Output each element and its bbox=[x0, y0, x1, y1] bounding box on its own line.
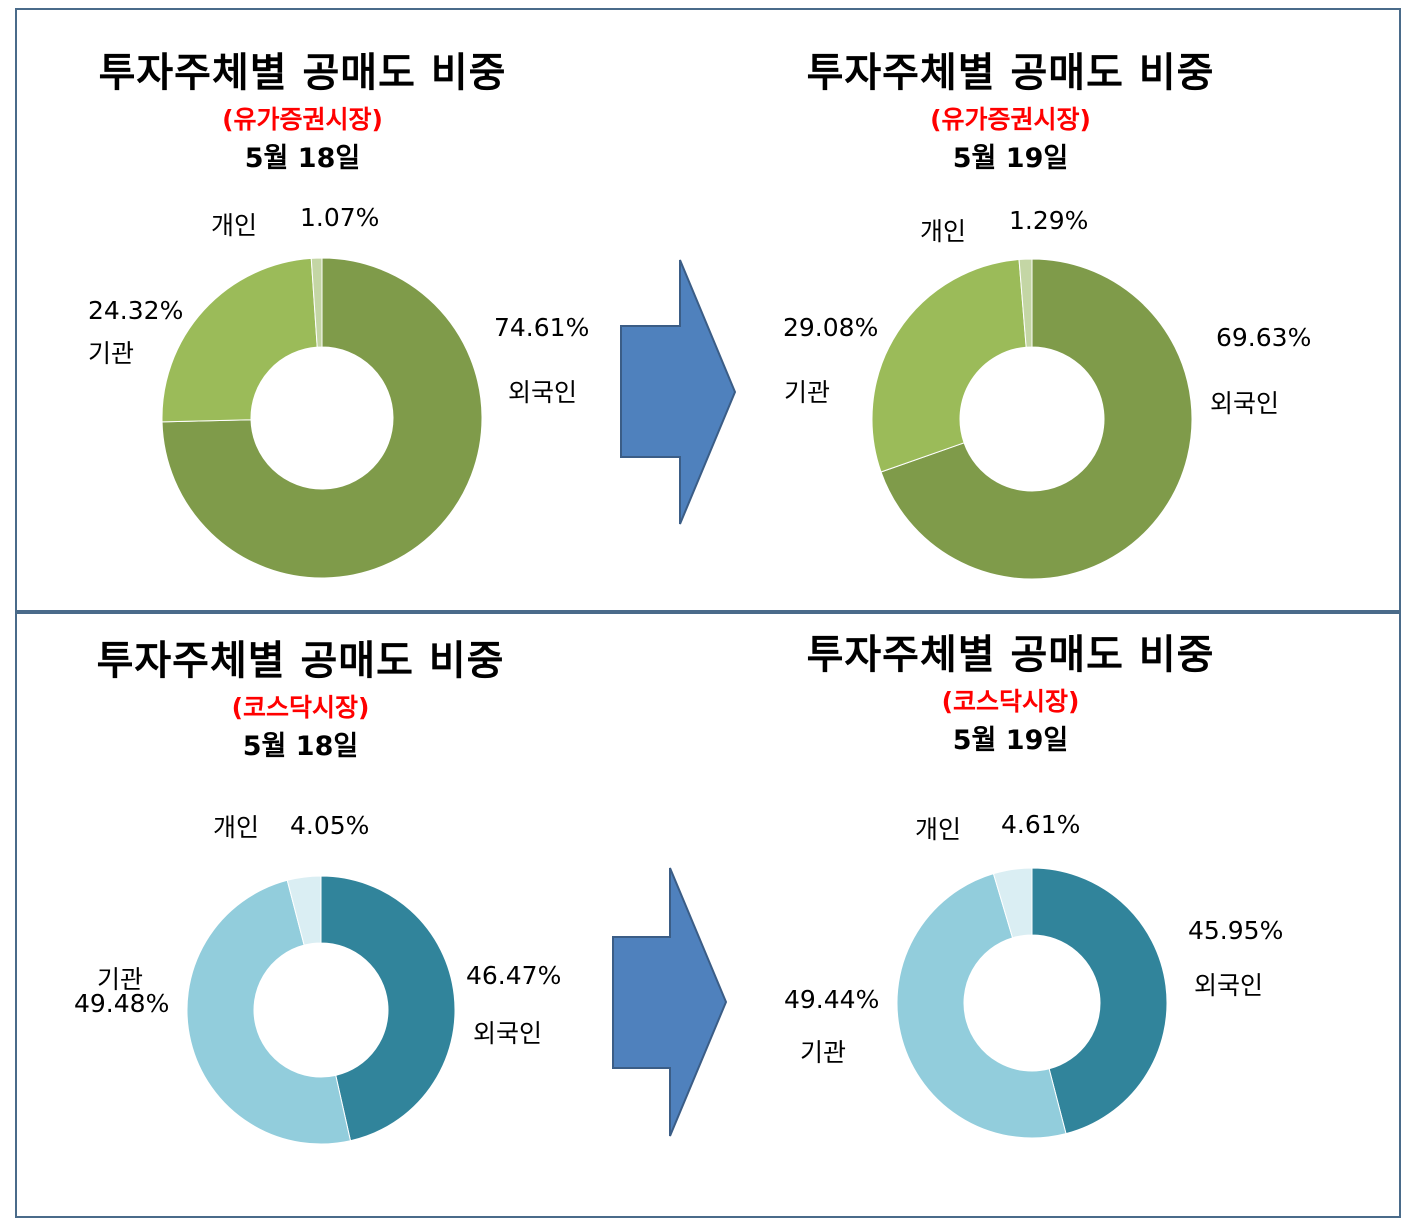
value-label-individual: 4.05% bbox=[290, 811, 370, 840]
slice-institution bbox=[161, 257, 318, 423]
category-label-foreign: 외국인 bbox=[473, 1019, 543, 1048]
slice-individual bbox=[286, 875, 322, 946]
category-label-individual: 개인 bbox=[211, 211, 258, 240]
category-label-individual: 개인 bbox=[920, 217, 967, 246]
value-label-foreign: 74.61% bbox=[494, 313, 590, 342]
date-label: 5월 18일 bbox=[244, 143, 361, 174]
category-label-institution: 기관 bbox=[97, 965, 144, 994]
slice-individual bbox=[310, 257, 323, 348]
market-label: (유가증권시장) bbox=[930, 105, 1091, 134]
chart-title: 투자주체별 공매도 비중 bbox=[98, 50, 507, 96]
bottom-panel-frame bbox=[15, 610, 1401, 1218]
top-panel-frame bbox=[15, 8, 1401, 614]
slice-foreign bbox=[1031, 867, 1168, 1135]
value-label-institution: 49.48% bbox=[74, 989, 170, 1018]
category-label-individual: 개인 bbox=[213, 813, 260, 842]
date-label: 5월 19일 bbox=[952, 143, 1069, 174]
value-label-institution: 49.44% bbox=[784, 985, 880, 1014]
date-label: 5월 19일 bbox=[952, 725, 1069, 756]
value-label-individual: 1.29% bbox=[1009, 206, 1089, 235]
date-label: 5월 18일 bbox=[242, 731, 359, 762]
category-label-institution: 기관 bbox=[784, 378, 831, 407]
value-label-institution: 29.08% bbox=[783, 313, 879, 342]
category-label-individual: 개인 bbox=[915, 815, 962, 844]
value-label-foreign: 45.95% bbox=[1188, 916, 1284, 945]
category-label-institution: 기관 bbox=[88, 339, 135, 368]
value-label-foreign: 69.63% bbox=[1216, 323, 1312, 352]
slice-foreign bbox=[320, 875, 456, 1142]
slice-foreign bbox=[880, 258, 1193, 580]
market-label: (코스닥시장) bbox=[231, 693, 370, 722]
value-label-individual: 4.61% bbox=[1001, 810, 1081, 839]
chart-title-block: 투자주체별 공매도 비중 (코스닥시장) 5월 18일 bbox=[88, 628, 513, 763]
value-label-institution: 24.32% bbox=[88, 296, 184, 325]
slice-institution bbox=[896, 873, 1067, 1139]
slice-institution bbox=[871, 258, 1027, 473]
chart-title: 투자주체별 공매도 비중 bbox=[96, 638, 505, 684]
market-label: (유가증권시장) bbox=[222, 105, 383, 134]
chart-title: 투자주체별 공매도 비중 bbox=[806, 50, 1215, 96]
category-label-foreign: 외국인 bbox=[508, 378, 578, 407]
chart-title-block: 투자주체별 공매도 비중 (유가증권시장) 5월 19일 bbox=[798, 40, 1223, 175]
chart-title: 투자주체별 공매도 비중 bbox=[806, 632, 1215, 678]
value-label-foreign: 46.47% bbox=[466, 961, 562, 990]
market-label: (코스닥시장) bbox=[941, 687, 1080, 716]
slice-individual bbox=[1018, 258, 1033, 348]
slice-individual bbox=[992, 867, 1033, 939]
value-label-individual: 1.07% bbox=[300, 203, 380, 232]
category-label-foreign: 외국인 bbox=[1210, 389, 1280, 418]
category-label-foreign: 외국인 bbox=[1194, 971, 1264, 1000]
slice-institution bbox=[186, 879, 352, 1145]
slice-foreign bbox=[161, 257, 483, 579]
category-label-institution: 기관 bbox=[800, 1038, 847, 1067]
chart-title-block: 투자주체별 공매도 비중 (유가증권시장) 5월 18일 bbox=[90, 40, 515, 175]
chart-title-block: 투자주체별 공매도 비중 (코스닥시장) 5월 19일 bbox=[798, 622, 1223, 757]
